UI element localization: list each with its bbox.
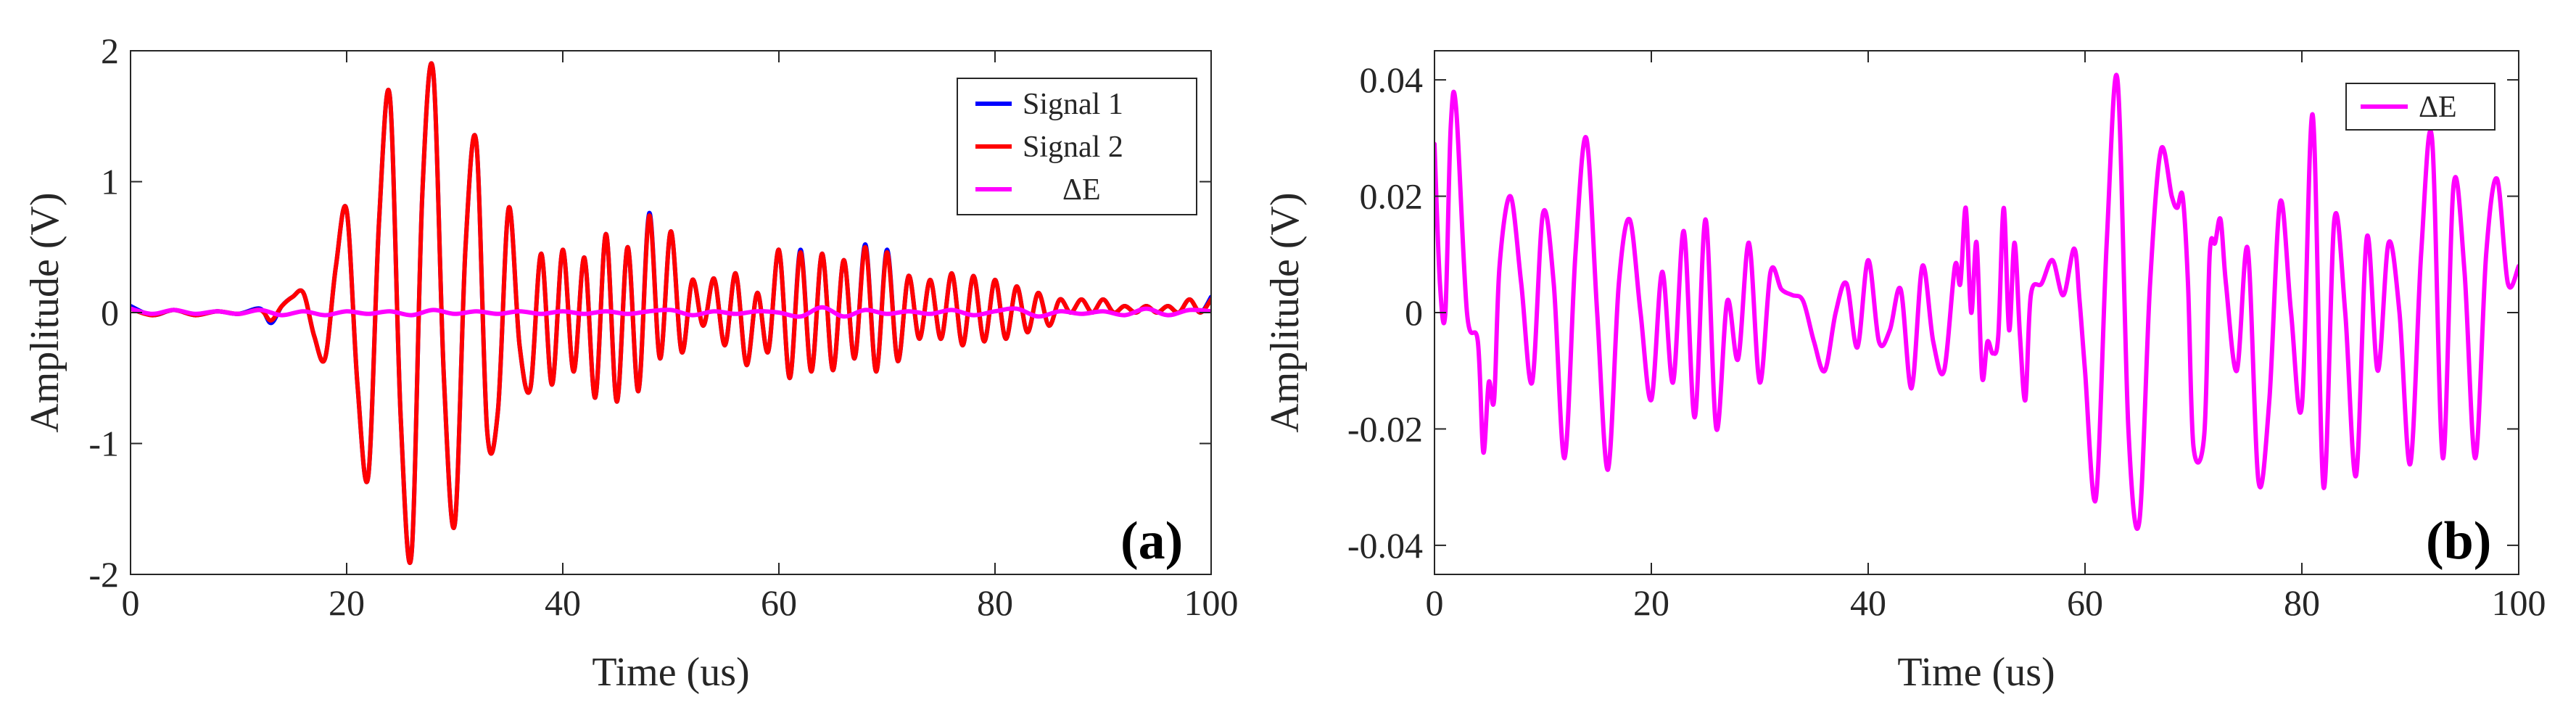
- panel-label-a: (a): [1120, 511, 1183, 571]
- legend-label-signal2: Signal 2: [1023, 131, 1123, 164]
- x-tick-label-b: 40: [1850, 582, 1886, 623]
- x-tick-label-b: 80: [2284, 582, 2320, 623]
- x-tick-label-a: 80: [977, 582, 1013, 623]
- y-tick-label-a: -1: [88, 424, 119, 464]
- legend-a: Signal 1 Signal 2 ΔE: [957, 78, 1197, 215]
- legend-label-deltaE-b: ΔE: [2419, 91, 2457, 124]
- y-tick-label-b: 0.04: [1360, 59, 1424, 100]
- series-line-deltae-b: [1434, 73, 2519, 531]
- series-line-deltae-a: [131, 305, 1211, 319]
- panel-a: 0 20 40 60 80 100 -2 -1 0 1 2 (a) Time (us) Amplit…: [22, 30, 1239, 695]
- y-tick-label-b: -0.04: [1347, 525, 1423, 566]
- x-tick-label-b: 100: [2492, 582, 2546, 623]
- x-tick-label-a: 100: [1184, 582, 1239, 623]
- series-line-signal-2-a: [131, 61, 1211, 565]
- y-tick-label-a: 2: [101, 30, 119, 71]
- series-group-a: [131, 61, 1211, 565]
- x-tick-label-a: 40: [545, 582, 581, 623]
- panel-b: 0 20 40 60 80 100 -0.04 -0.02 0 0.02 0.04 (b) Time…: [1263, 50, 2546, 695]
- x-tick-label-a: 20: [329, 582, 365, 623]
- axes-b: 0 20 40 60 80 100 -0.04 -0.02 0 0.02 0.04: [1347, 50, 2546, 623]
- legend-label-signal1: Signal 1: [1023, 88, 1123, 121]
- y-tick-label-a: -2: [88, 554, 119, 595]
- x-tick-label-b: 60: [2067, 582, 2103, 623]
- series-group-b: [1434, 73, 2519, 531]
- panel-label-b: (b): [2426, 511, 2491, 571]
- x-tick-label-b: 0: [1426, 582, 1444, 623]
- y-tick-label-b: -0.02: [1347, 408, 1423, 449]
- x-axis-label-b: Time (us): [1897, 650, 2055, 695]
- x-tick-label-a: 60: [761, 582, 797, 623]
- x-tick-label-a: 0: [122, 582, 140, 623]
- x-axis-label-a: Time (us): [592, 650, 749, 695]
- x-tick-label-b: 20: [1633, 582, 1669, 623]
- y-tick-label-b: 0.02: [1360, 176, 1424, 217]
- y-tick-label-b: 0: [1405, 292, 1423, 333]
- y-axis-label-b: Amplitude (V): [1263, 192, 1308, 432]
- axes-a: 0 20 40 60 80 100 -2 -1 0 1 2: [88, 30, 1238, 623]
- legend-label-deltaE-a: ΔE: [1062, 173, 1101, 207]
- y-tick-label-a: 0: [101, 292, 119, 333]
- y-tick-label-a: 1: [101, 162, 119, 202]
- y-axis-label-a: Amplitude (V): [22, 192, 67, 432]
- legend-b: ΔE: [2345, 83, 2496, 131]
